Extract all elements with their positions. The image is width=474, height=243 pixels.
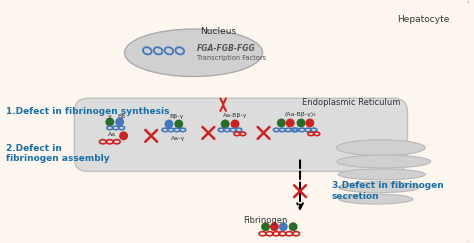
Ellipse shape <box>277 119 286 127</box>
Text: Endoplasmic Reticulum: Endoplasmic Reticulum <box>302 98 401 107</box>
Ellipse shape <box>270 222 279 231</box>
Text: 3.Defect in fibrinogen: 3.Defect in fibrinogen <box>332 181 443 190</box>
Ellipse shape <box>261 222 270 231</box>
Ellipse shape <box>174 120 183 128</box>
Text: 1.Defect in fibrinogen synthesis: 1.Defect in fibrinogen synthesis <box>6 107 170 116</box>
Ellipse shape <box>339 194 413 204</box>
Text: Bβ: Bβ <box>118 113 126 119</box>
Text: Nucleus: Nucleus <box>200 27 237 36</box>
Ellipse shape <box>105 118 114 126</box>
Text: fibrinogen assembly: fibrinogen assembly <box>6 154 110 163</box>
Text: FGA-FGB-FGG: FGA-FGB-FGG <box>197 44 255 53</box>
Text: Aa: Aa <box>108 132 116 137</box>
Text: 2.Defect in: 2.Defect in <box>6 144 62 153</box>
Text: γ: γ <box>108 113 112 119</box>
Ellipse shape <box>338 182 419 193</box>
Ellipse shape <box>338 169 425 180</box>
Text: Aa-Bβ-γ: Aa-Bβ-γ <box>223 113 247 118</box>
Ellipse shape <box>279 222 288 231</box>
Text: Transcription Factors: Transcription Factors <box>197 55 265 61</box>
Text: (Aa-Bβ-γ)₂: (Aa-Bβ-γ)₂ <box>284 112 316 117</box>
Text: Fibrinogen: Fibrinogen <box>243 216 288 225</box>
Ellipse shape <box>125 29 263 77</box>
Ellipse shape <box>305 119 314 127</box>
Text: Bβ-γ: Bβ-γ <box>170 113 184 119</box>
Ellipse shape <box>221 120 229 128</box>
Ellipse shape <box>289 222 298 231</box>
Ellipse shape <box>337 155 431 168</box>
Ellipse shape <box>119 131 128 140</box>
Ellipse shape <box>115 118 124 126</box>
FancyBboxPatch shape <box>74 98 408 171</box>
Text: Aa-γ: Aa-γ <box>171 136 185 141</box>
Text: Hepatocyte: Hepatocyte <box>398 15 450 24</box>
Text: secretion: secretion <box>332 192 379 201</box>
Ellipse shape <box>297 119 305 127</box>
Ellipse shape <box>164 120 173 128</box>
Ellipse shape <box>230 120 239 128</box>
Ellipse shape <box>286 119 295 127</box>
Ellipse shape <box>337 140 425 156</box>
